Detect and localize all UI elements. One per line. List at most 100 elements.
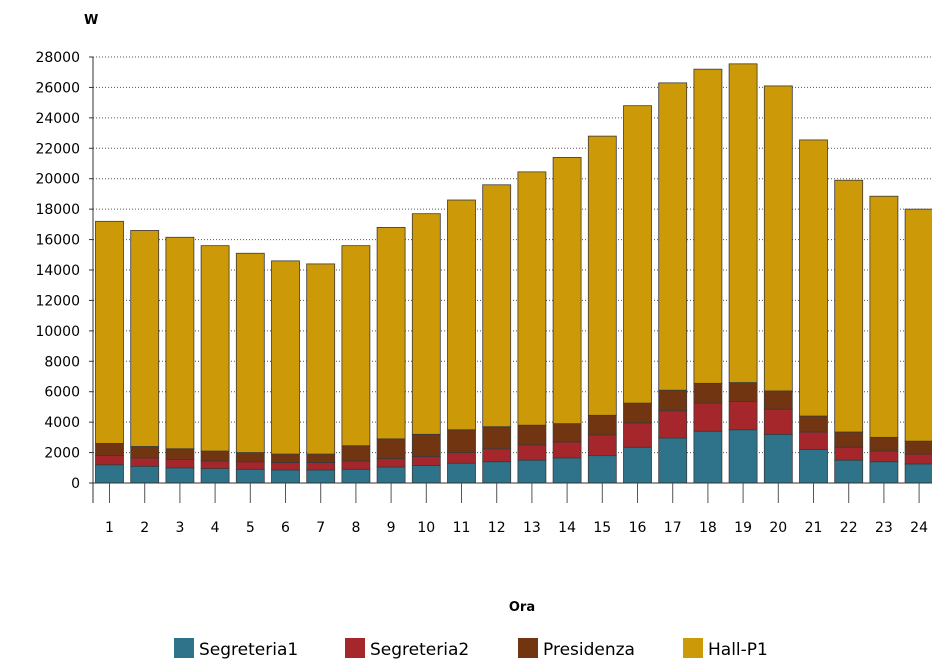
bar-segment-segreteria1-6 bbox=[271, 469, 300, 484]
bar-segment-segreteria1-16 bbox=[623, 446, 652, 484]
bar-segment-hall-p1-1 bbox=[95, 220, 124, 444]
bar-segment-presidenza-5 bbox=[235, 452, 265, 463]
bar-segment-segreteria1-4 bbox=[200, 468, 230, 484]
bar-segment-presidenza-11 bbox=[447, 429, 476, 453]
bar-segment-hall-p1-18 bbox=[693, 68, 723, 384]
bar-segment-presidenza-1 bbox=[95, 443, 124, 457]
bar-segment-segreteria2-12 bbox=[482, 448, 512, 463]
bar-segment-hall-p1-7 bbox=[306, 263, 336, 455]
x-tick-label: 23 bbox=[875, 520, 893, 536]
bar-segment-presidenza-12 bbox=[482, 426, 512, 450]
legend-label-presidenza: Presidenza bbox=[543, 640, 635, 660]
bar-segment-hall-p1-24 bbox=[904, 208, 932, 442]
x-tick-label: 21 bbox=[805, 520, 823, 536]
y-tick-label: 10000 bbox=[35, 324, 80, 340]
x-tick-label: 18 bbox=[699, 520, 717, 536]
bar-segment-hall-p1-6 bbox=[271, 260, 300, 455]
y-tick-label: 8000 bbox=[44, 354, 80, 370]
bar-segment-hall-p1-16 bbox=[623, 105, 652, 404]
bar-segment-presidenza-17 bbox=[658, 389, 688, 412]
bar-segment-segreteria2-8 bbox=[341, 460, 371, 470]
bar-segment-hall-p1-8 bbox=[341, 245, 371, 447]
y-tick-label: 14000 bbox=[35, 263, 80, 279]
bar-segment-hall-p1-9 bbox=[376, 226, 406, 440]
x-tick-label: 19 bbox=[734, 520, 752, 536]
y-tick-label: 12000 bbox=[35, 293, 80, 309]
bar-segment-segreteria1-23 bbox=[869, 461, 899, 484]
bar-segment-presidenza-23 bbox=[869, 436, 899, 452]
x-tick-label: 7 bbox=[316, 520, 325, 536]
bar-segment-segreteria2-24 bbox=[904, 453, 932, 465]
bar-segment-segreteria1-21 bbox=[799, 449, 828, 484]
bar-segment-segreteria2-23 bbox=[869, 450, 899, 463]
bar-segment-segreteria1-18 bbox=[693, 430, 723, 484]
y-tick-label: 4000 bbox=[44, 415, 80, 431]
x-tick-label: 11 bbox=[453, 520, 471, 536]
bar-segment-segreteria2-5 bbox=[235, 461, 265, 470]
bar-segment-presidenza-3 bbox=[165, 448, 195, 460]
y-tick-label: 26000 bbox=[35, 80, 80, 96]
bar-segment-segreteria1-24 bbox=[904, 463, 932, 484]
y-tick-label: 18000 bbox=[35, 202, 80, 218]
bar-segment-hall-p1-2 bbox=[130, 230, 160, 447]
bar-segment-hall-p1-13 bbox=[517, 171, 547, 426]
bar-segment-segreteria2-21 bbox=[799, 431, 828, 450]
legend: Segreteria1 Segreteria2 Presidenza Hall-P1 bbox=[174, 638, 768, 660]
bar-segment-segreteria1-11 bbox=[447, 462, 476, 484]
bar-segment-presidenza-2 bbox=[130, 446, 160, 459]
x-tick-label: 16 bbox=[629, 520, 647, 536]
bar-segment-segreteria1-8 bbox=[341, 468, 371, 484]
x-tick-label: 13 bbox=[523, 520, 541, 536]
bar-segment-segreteria1-13 bbox=[517, 459, 547, 484]
bar-segment-presidenza-20 bbox=[763, 390, 793, 410]
bar-segment-hall-p1-10 bbox=[411, 213, 441, 435]
bar-segment-segreteria1-1 bbox=[95, 464, 124, 484]
x-tick-label: 8 bbox=[351, 520, 360, 536]
bar-segment-presidenza-4 bbox=[200, 450, 230, 462]
x-tick-label: 17 bbox=[664, 520, 682, 536]
bar-segment-segreteria2-11 bbox=[447, 452, 476, 464]
legend-swatch-segreteria1 bbox=[174, 638, 194, 658]
bar-segment-presidenza-9 bbox=[376, 438, 406, 460]
bar-segment-segreteria1-22 bbox=[834, 459, 864, 484]
x-tick-label: 3 bbox=[175, 520, 184, 536]
x-axis-ticks: 1 2 3 4 5 6 7 8 9 10 11 12 13 14 15 16 17 18 19 20 21 22 23 24 bbox=[105, 483, 928, 536]
bar-segment-presidenza-15 bbox=[587, 414, 617, 436]
x-tick-label: 12 bbox=[488, 520, 506, 536]
x-tick-label: 10 bbox=[417, 520, 435, 536]
bar-segment-hall-p1-15 bbox=[587, 135, 617, 416]
x-tick-label: 9 bbox=[387, 520, 396, 536]
y-tick-label: 6000 bbox=[44, 385, 80, 401]
bar-segment-segreteria1-9 bbox=[376, 466, 406, 484]
y-tick-label: 24000 bbox=[35, 111, 80, 127]
y-axis-title: W bbox=[84, 13, 98, 28]
x-tick-label: 4 bbox=[211, 520, 220, 536]
bar-segment-hall-p1-23 bbox=[869, 195, 899, 438]
y-tick-label: 2000 bbox=[44, 446, 80, 462]
bar-segment-presidenza-13 bbox=[517, 424, 547, 446]
bar-segment-segreteria2-15 bbox=[587, 434, 617, 457]
y-tick-label: 0 bbox=[71, 476, 80, 492]
legend-swatch-hall-p1 bbox=[683, 638, 703, 658]
bar-segment-presidenza-21 bbox=[799, 415, 828, 433]
bar-segment-hall-p1-12 bbox=[482, 184, 512, 428]
x-tick-label: 14 bbox=[558, 520, 576, 536]
x-tick-label: 6 bbox=[281, 520, 290, 536]
bar-segment-segreteria1-7 bbox=[306, 469, 336, 484]
bar-segment-segreteria2-16 bbox=[623, 422, 652, 448]
bar-segment-segreteria1-3 bbox=[165, 467, 195, 484]
bar-segment-segreteria2-14 bbox=[552, 441, 582, 459]
bar-segment-segreteria1-15 bbox=[587, 455, 617, 484]
x-tick-label: 2 bbox=[140, 520, 149, 536]
bar-segment-presidenza-18 bbox=[693, 382, 723, 404]
bar-segment-segreteria1-17 bbox=[658, 437, 688, 484]
bar-segment-segreteria1-19 bbox=[728, 429, 758, 484]
axes bbox=[92, 57, 932, 503]
y-tick-label: 28000 bbox=[35, 50, 80, 66]
bar-segment-segreteria2-10 bbox=[411, 455, 441, 466]
x-tick-label: 22 bbox=[840, 520, 858, 536]
y-axis-ticks: 0 2000 4000 6000 8000 10000 12000 14000 16000 180… bbox=[35, 50, 93, 492]
y-tick-label: 22000 bbox=[35, 141, 80, 157]
x-tick-label: 20 bbox=[769, 520, 787, 536]
bar-segment-segreteria2-22 bbox=[834, 446, 864, 461]
